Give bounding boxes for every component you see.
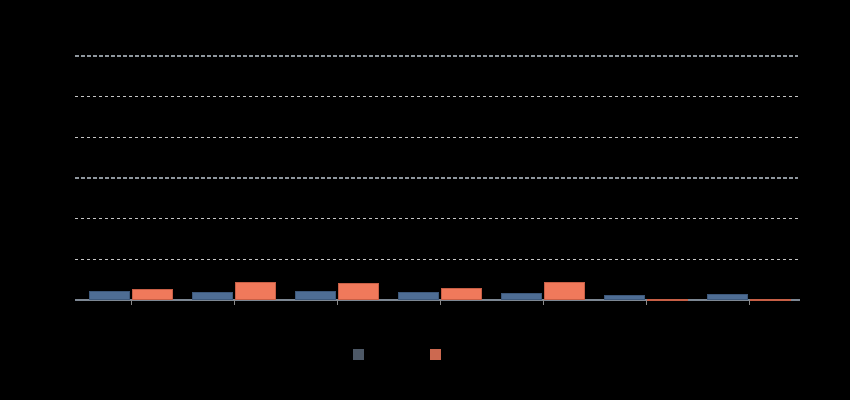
bar-series-blue	[89, 291, 131, 300]
minor-gridline	[75, 258, 798, 260]
major-gridline	[75, 55, 798, 57]
x-axis-tick	[337, 300, 339, 305]
bar-series-blue	[603, 294, 645, 300]
legend-swatch-orange	[430, 349, 441, 360]
bar-series-orange	[646, 298, 688, 301]
bar-series-orange	[338, 282, 380, 300]
x-axis-tick	[440, 300, 441, 305]
bar-series-blue	[398, 291, 439, 300]
major-gridline	[75, 177, 798, 179]
bar-series-orange	[749, 298, 791, 301]
bar-series-orange	[543, 281, 585, 300]
x-axis-tick	[234, 300, 236, 305]
bar-series-orange	[441, 288, 482, 300]
minor-gridline	[75, 96, 798, 98]
minor-gridline	[75, 218, 798, 220]
bar-series-orange	[235, 281, 277, 300]
bar-series-blue	[192, 291, 234, 300]
bar-series-blue	[295, 291, 337, 300]
minor-gridline	[75, 136, 798, 138]
x-axis-tick	[748, 300, 750, 305]
bar-series-blue	[500, 293, 542, 300]
x-axis-tick	[131, 300, 133, 305]
bar-series-orange	[132, 289, 174, 300]
bar-series-blue	[706, 294, 748, 300]
x-axis-tick	[645, 300, 647, 305]
legend-swatch-blue	[353, 349, 364, 360]
x-axis-tick	[542, 300, 544, 305]
